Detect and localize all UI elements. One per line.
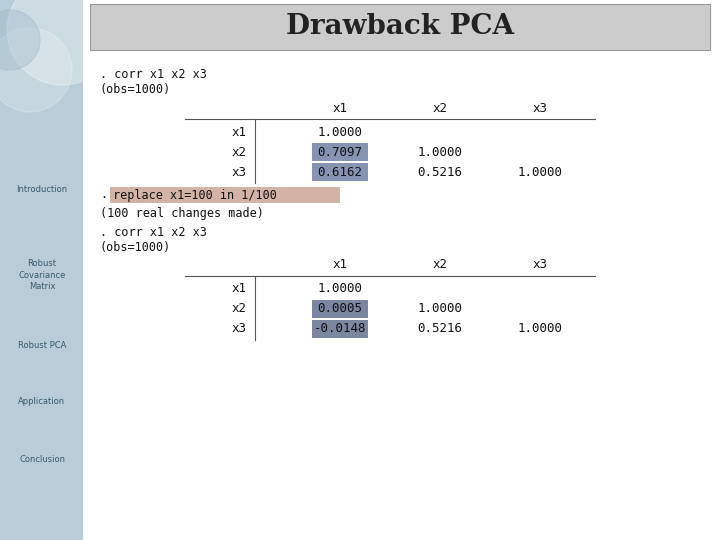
Text: Drawback PCA: Drawback PCA — [286, 14, 514, 40]
Text: x2: x2 — [232, 145, 247, 159]
Circle shape — [7, 0, 117, 85]
Circle shape — [0, 10, 40, 70]
Text: -0.0148: -0.0148 — [314, 322, 366, 335]
Text: . corr x1 x2 x3: . corr x1 x2 x3 — [100, 69, 207, 82]
Bar — [90, 4, 710, 50]
Bar — [110, 187, 340, 203]
Text: . corr x1 x2 x3: . corr x1 x2 x3 — [100, 226, 207, 239]
Text: (obs=1000): (obs=1000) — [100, 240, 171, 253]
Text: replace x1=100 in 1/100: replace x1=100 in 1/100 — [113, 188, 277, 201]
Text: Conclusion: Conclusion — [19, 456, 65, 464]
Text: .: . — [100, 188, 107, 201]
Text: 1.0000: 1.0000 — [318, 125, 362, 138]
Text: (100 real changes made): (100 real changes made) — [100, 206, 264, 219]
Text: (obs=1000): (obs=1000) — [100, 84, 171, 97]
Bar — [312, 300, 368, 318]
Text: x1: x1 — [232, 125, 247, 138]
Text: Robust PCA: Robust PCA — [18, 341, 66, 349]
Text: x3: x3 — [232, 165, 247, 179]
Text: Application: Application — [19, 397, 66, 407]
Text: 0.5216: 0.5216 — [418, 165, 462, 179]
Text: 1.0000: 1.0000 — [518, 165, 562, 179]
Text: Introduction: Introduction — [17, 186, 68, 194]
Text: x3: x3 — [232, 322, 247, 335]
Text: x1: x1 — [333, 259, 348, 272]
Text: 0.7097: 0.7097 — [318, 145, 362, 159]
Text: x1: x1 — [232, 282, 247, 295]
Text: 0.6162: 0.6162 — [318, 165, 362, 179]
Bar — [0, 0, 83, 540]
Text: x3: x3 — [533, 102, 547, 114]
Text: x2: x2 — [433, 259, 448, 272]
Circle shape — [0, 28, 72, 112]
Bar — [312, 163, 368, 181]
Text: x3: x3 — [533, 259, 547, 272]
Bar — [312, 143, 368, 161]
Bar — [312, 320, 368, 338]
Text: 1.0000: 1.0000 — [518, 322, 562, 335]
Text: x2: x2 — [433, 102, 448, 114]
Text: 1.0000: 1.0000 — [318, 282, 362, 295]
Text: 0.0005: 0.0005 — [318, 302, 362, 315]
Text: Robust
Covariance
Matrix: Robust Covariance Matrix — [18, 259, 66, 291]
Text: 1.0000: 1.0000 — [418, 145, 462, 159]
Text: x1: x1 — [333, 102, 348, 114]
Text: x2: x2 — [232, 302, 247, 315]
Text: 1.0000: 1.0000 — [418, 302, 462, 315]
Text: 0.5216: 0.5216 — [418, 322, 462, 335]
